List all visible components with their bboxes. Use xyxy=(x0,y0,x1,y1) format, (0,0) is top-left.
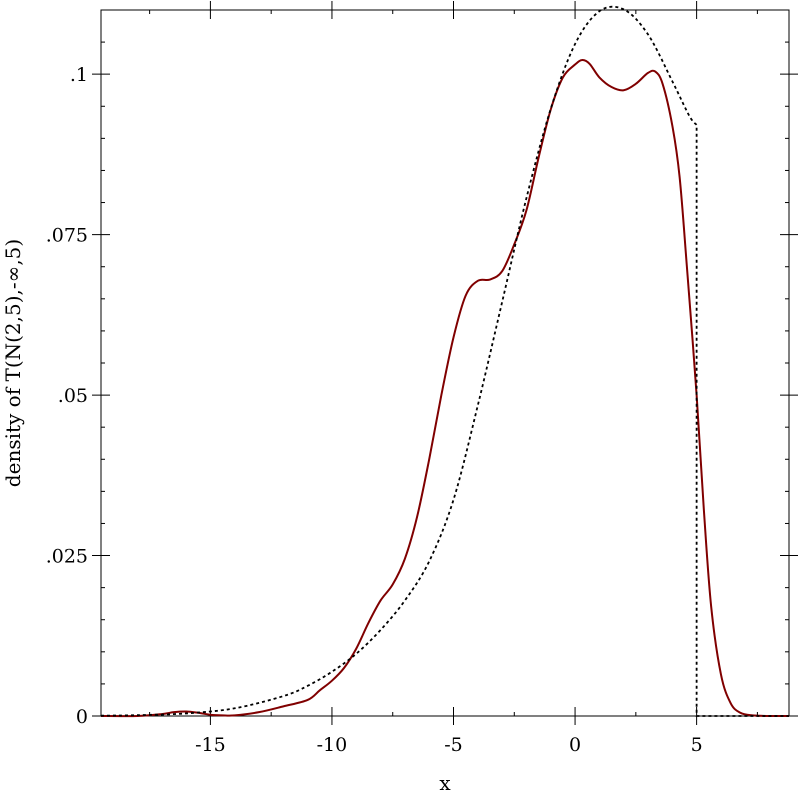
y-tick-label: .05 xyxy=(58,385,88,407)
x-axis-label: x xyxy=(439,771,451,795)
plot-frame xyxy=(100,9,790,717)
x-tick-label: -10 xyxy=(317,734,348,756)
truncated-normal-line xyxy=(100,5,789,717)
x-tick-label: -15 xyxy=(195,734,226,756)
y-tick-label: 0 xyxy=(76,706,88,728)
y-tick-label: .075 xyxy=(46,225,88,247)
series-layer xyxy=(100,5,790,718)
y-tick-label: .025 xyxy=(46,546,88,568)
y-axis-label: density of T(N(2,5),-∞,5) xyxy=(1,239,25,487)
x-tick-label: 5 xyxy=(691,734,703,756)
tick-labels: -15 -10 -5 0 5 0 .025 .05 .075 .1 xyxy=(46,64,703,756)
y-tick-label: .1 xyxy=(70,64,88,86)
x-tick-label: -5 xyxy=(444,734,463,756)
axis-ticks xyxy=(92,1,798,725)
x-tick-label: 0 xyxy=(569,734,581,756)
density-estimate-line xyxy=(100,59,790,718)
